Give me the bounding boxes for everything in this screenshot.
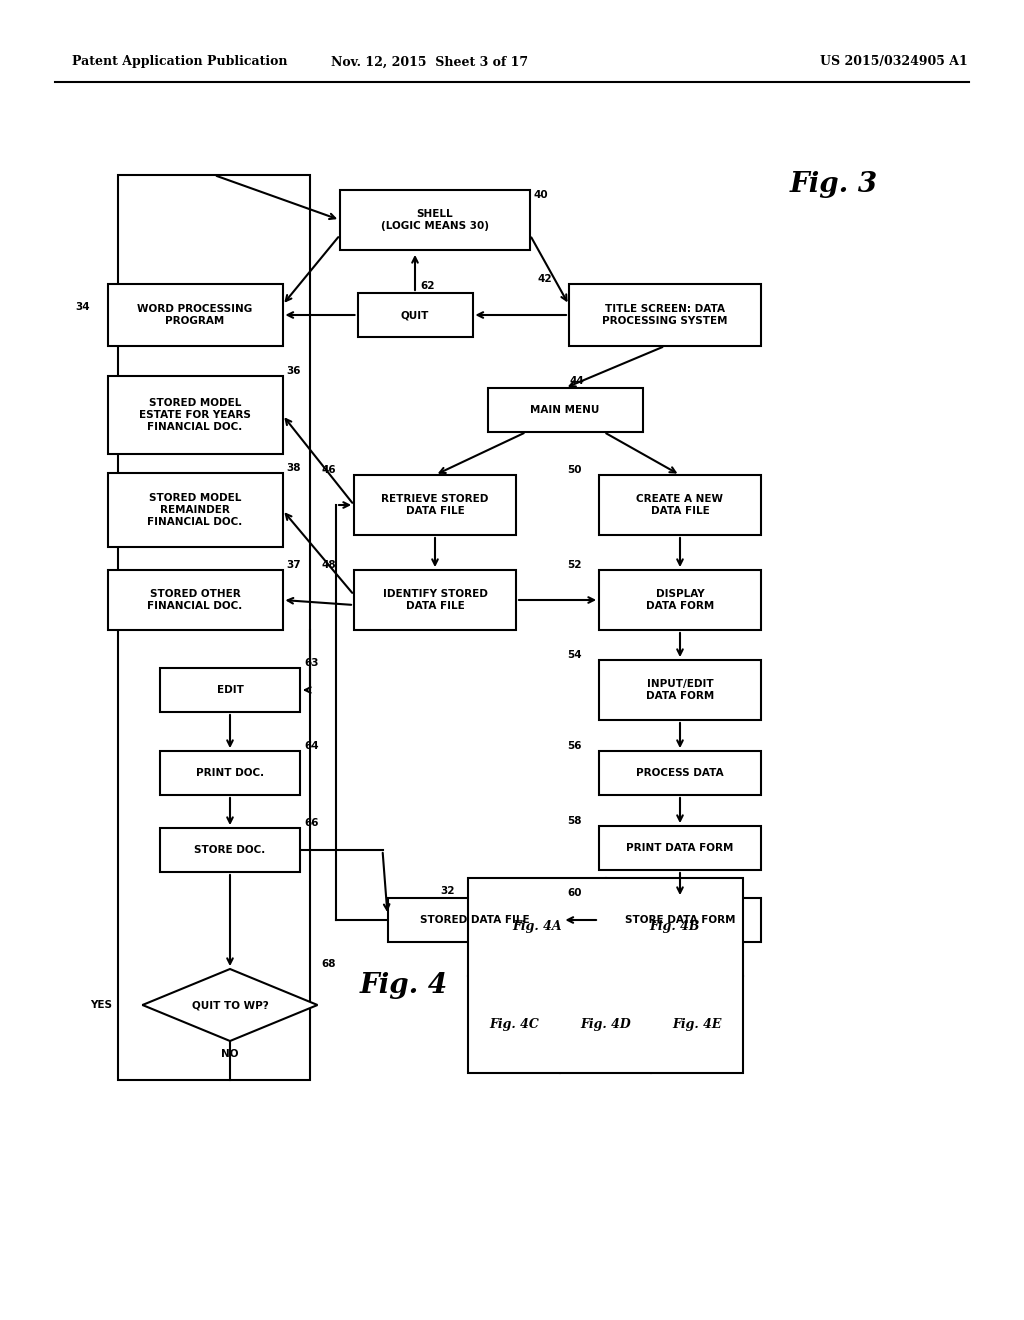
Text: 36: 36 xyxy=(287,366,301,376)
Text: PRINT DATA FORM: PRINT DATA FORM xyxy=(627,843,733,853)
Text: 58: 58 xyxy=(567,816,582,826)
Text: YES: YES xyxy=(90,1001,113,1010)
Bar xyxy=(599,751,761,795)
Text: Nov. 12, 2015  Sheet 3 of 17: Nov. 12, 2015 Sheet 3 of 17 xyxy=(332,55,528,69)
Bar xyxy=(599,475,761,535)
Text: STORE DOC.: STORE DOC. xyxy=(195,845,265,855)
Text: 40: 40 xyxy=(534,190,549,201)
Text: 52: 52 xyxy=(567,560,582,570)
Text: 66: 66 xyxy=(304,818,318,828)
Text: SHELL
(LOGIC MEANS 30): SHELL (LOGIC MEANS 30) xyxy=(381,209,489,231)
Text: PROCESS DATA: PROCESS DATA xyxy=(636,768,724,777)
Text: 56: 56 xyxy=(567,741,582,751)
Text: CREATE A NEW
DATA FILE: CREATE A NEW DATA FILE xyxy=(637,494,724,516)
Text: TITLE SCREEN: DATA
PROCESSING SYSTEM: TITLE SCREEN: DATA PROCESSING SYSTEM xyxy=(602,304,728,326)
Bar xyxy=(387,898,562,942)
Text: IDENTIFY STORED
DATA FILE: IDENTIFY STORED DATA FILE xyxy=(383,589,487,611)
Text: STORE DATA FORM: STORE DATA FORM xyxy=(625,915,735,925)
Text: STORED DATA FILE: STORED DATA FILE xyxy=(420,915,529,925)
Text: Fig. 4C: Fig. 4C xyxy=(488,1018,539,1031)
Bar xyxy=(108,284,283,346)
Text: 42: 42 xyxy=(537,275,552,284)
Text: NO: NO xyxy=(221,1049,239,1059)
Text: 68: 68 xyxy=(322,960,336,969)
Bar xyxy=(160,668,300,711)
Bar xyxy=(599,898,761,942)
Text: WORD PROCESSING
PROGRAM: WORD PROCESSING PROGRAM xyxy=(137,304,253,326)
Text: 46: 46 xyxy=(322,465,337,475)
Text: QUIT TO WP?: QUIT TO WP? xyxy=(191,1001,268,1010)
Bar xyxy=(354,475,516,535)
Bar xyxy=(599,660,761,719)
Text: EDIT: EDIT xyxy=(216,685,244,696)
Text: QUIT: QUIT xyxy=(400,310,429,319)
Text: STORED MODEL
ESTATE FOR YEARS
FINANCIAL DOC.: STORED MODEL ESTATE FOR YEARS FINANCIAL … xyxy=(139,399,251,432)
Bar xyxy=(108,570,283,630)
Text: 64: 64 xyxy=(304,741,318,751)
Bar xyxy=(118,176,310,1080)
Bar xyxy=(468,878,743,1073)
Bar xyxy=(599,826,761,870)
Text: 38: 38 xyxy=(287,463,301,473)
Text: 44: 44 xyxy=(570,376,585,385)
Text: PRINT DOC.: PRINT DOC. xyxy=(196,768,264,777)
Text: Fig. 3: Fig. 3 xyxy=(790,172,879,198)
Bar xyxy=(354,570,516,630)
Text: 34: 34 xyxy=(76,302,90,312)
Bar xyxy=(569,284,761,346)
Text: US 2015/0324905 A1: US 2015/0324905 A1 xyxy=(820,55,968,69)
Text: MAIN MENU: MAIN MENU xyxy=(530,405,600,414)
Text: 50: 50 xyxy=(567,465,582,475)
Text: 37: 37 xyxy=(287,560,301,570)
Bar xyxy=(160,828,300,873)
Text: Patent Application Publication: Patent Application Publication xyxy=(72,55,288,69)
Bar xyxy=(340,190,530,249)
Text: Fig. 4E: Fig. 4E xyxy=(673,1018,722,1031)
Polygon shape xyxy=(142,969,317,1041)
Bar xyxy=(160,751,300,795)
Text: STORED MODEL
REMAINDER
FINANCIAL DOC.: STORED MODEL REMAINDER FINANCIAL DOC. xyxy=(147,494,243,527)
Text: 32: 32 xyxy=(440,886,455,896)
Bar xyxy=(357,293,472,337)
Bar xyxy=(108,473,283,546)
Text: INPUT/EDIT
DATA FORM: INPUT/EDIT DATA FORM xyxy=(646,680,714,701)
Text: RETRIEVE STORED
DATA FILE: RETRIEVE STORED DATA FILE xyxy=(381,494,488,516)
Text: DISPLAY
DATA FORM: DISPLAY DATA FORM xyxy=(646,589,714,611)
Bar xyxy=(599,570,761,630)
Text: 60: 60 xyxy=(567,888,582,898)
Text: 63: 63 xyxy=(304,657,318,668)
Text: Fig. 4D: Fig. 4D xyxy=(581,1018,631,1031)
Text: 54: 54 xyxy=(567,649,582,660)
Text: Fig. 4: Fig. 4 xyxy=(359,972,449,999)
Text: STORED OTHER
FINANCIAL DOC.: STORED OTHER FINANCIAL DOC. xyxy=(147,589,243,611)
Text: Fig. 4A: Fig. 4A xyxy=(512,920,561,933)
Text: 48: 48 xyxy=(322,560,337,570)
Text: 62: 62 xyxy=(420,281,434,290)
Text: Fig. 4B: Fig. 4B xyxy=(649,920,699,933)
Bar xyxy=(487,388,642,432)
Bar xyxy=(108,376,283,454)
